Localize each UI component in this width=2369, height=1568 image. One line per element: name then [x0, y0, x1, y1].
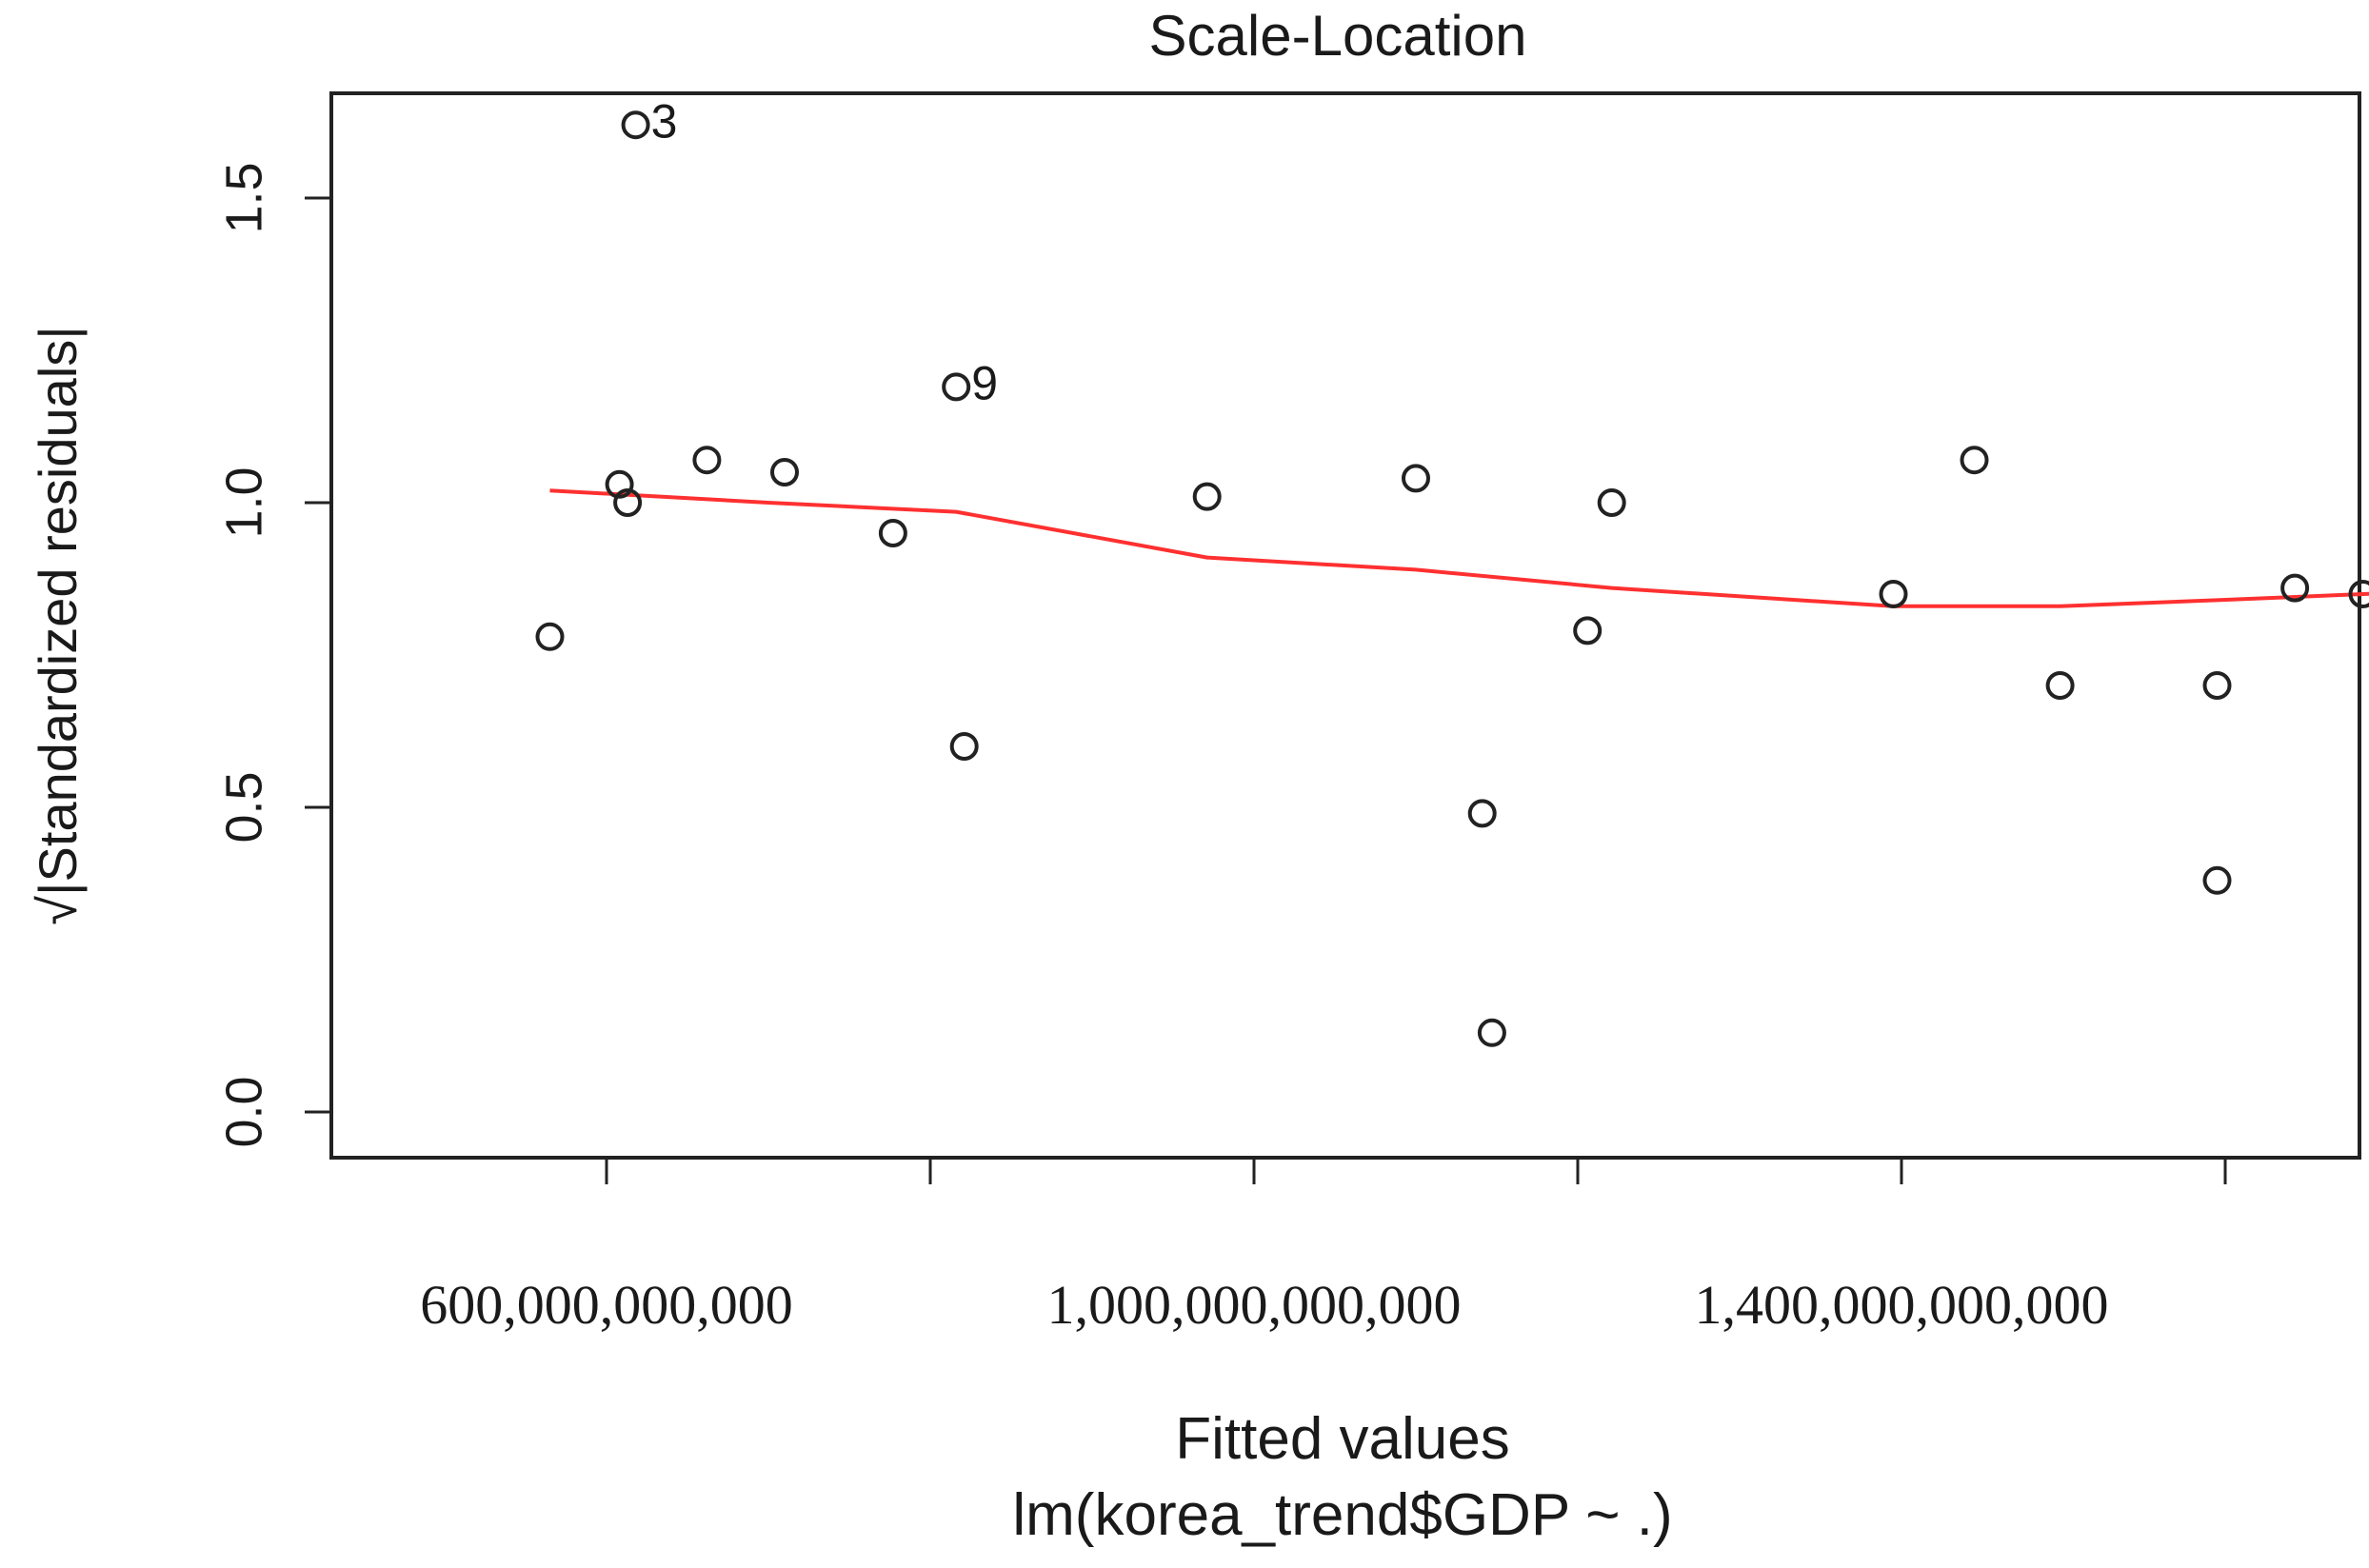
data-point — [942, 372, 971, 402]
data-point — [692, 446, 722, 475]
data-point — [1477, 1018, 1506, 1047]
data-point — [613, 488, 643, 517]
data-point — [770, 458, 799, 486]
data-point — [2202, 671, 2232, 700]
data-point — [2348, 580, 2369, 608]
data-point — [1597, 488, 1626, 517]
y-tick-label: 1.5 — [215, 162, 272, 233]
y-tick-label: 0.0 — [215, 1076, 272, 1147]
x-tick-label: 1,400,000,000,000 — [1695, 1274, 2109, 1336]
data-point — [878, 519, 907, 547]
smooth-line — [549, 488, 2369, 608]
data-point — [949, 732, 979, 761]
y-axis: 0.0 0.5 1.0 1.5 — [215, 162, 333, 1148]
points-group: 3923 — [535, 94, 2369, 1047]
x-tick-label: 600,000,000,000 — [420, 1274, 793, 1336]
data-point — [1879, 580, 1908, 608]
data-point — [2280, 573, 2310, 603]
chart-title: Scale-Location — [1149, 4, 1527, 68]
data-point — [1402, 464, 1430, 493]
x-axis-label: Fitted values — [1175, 1406, 1510, 1472]
x-axis: 600,000,000,000 1,000,000,000,000 1,400,00… — [420, 1156, 2227, 1336]
point-label: 3 — [651, 94, 678, 148]
point-label: 9 — [971, 357, 998, 410]
data-point — [1192, 482, 1222, 511]
x-tick-label: 1,000,000,000,000 — [1047, 1274, 1462, 1336]
x-axis-sublabel: lm(korea_trend$GDP ~ .) — [1012, 1482, 1672, 1548]
y-tick-label: 1.0 — [215, 466, 272, 538]
y-tick-label: 0.5 — [215, 771, 272, 843]
data-point — [1573, 616, 1603, 645]
data-point — [1960, 446, 1989, 475]
plot-frame — [329, 91, 2361, 1160]
smooth-line-group — [549, 488, 2369, 608]
y-axis-label: √|Standardized residuals| — [28, 326, 88, 925]
data-point — [2202, 865, 2232, 895]
data-point — [535, 622, 565, 651]
data-point — [605, 469, 634, 499]
data-point — [1467, 799, 1497, 828]
data-point — [2045, 671, 2075, 700]
data-point — [621, 110, 650, 140]
